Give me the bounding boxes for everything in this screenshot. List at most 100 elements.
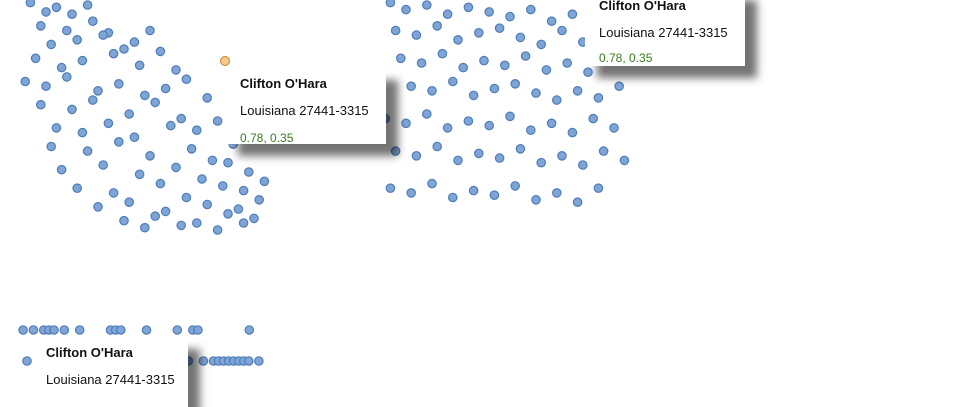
- data-point[interactable]: [463, 2, 474, 13]
- data-point[interactable]: [259, 176, 270, 187]
- data-point[interactable]: [181, 74, 192, 84]
- data-point[interactable]: [557, 25, 567, 36]
- data-point[interactable]: [499, 60, 510, 71]
- data-point[interactable]: [401, 4, 411, 15]
- data-point[interactable]: [74, 325, 85, 335]
- data-point[interactable]: [572, 86, 583, 96]
- data-point[interactable]: [395, 53, 406, 64]
- data-point[interactable]: [30, 53, 41, 64]
- data-point[interactable]: [473, 148, 484, 159]
- data-point[interactable]: [20, 76, 30, 87]
- data-point[interactable]: [155, 46, 166, 57]
- data-point[interactable]: [233, 204, 244, 214]
- data-point[interactable]: [197, 174, 207, 184]
- data-point[interactable]: [212, 116, 223, 126]
- data-point[interactable]: [567, 9, 578, 19]
- data-point[interactable]: [593, 93, 604, 103]
- data-point[interactable]: [447, 76, 458, 87]
- data-point[interactable]: [88, 95, 98, 105]
- data-point[interactable]: [108, 188, 119, 198]
- data-point[interactable]: [51, 123, 62, 133]
- data-point[interactable]: [541, 65, 552, 75]
- data-point[interactable]: [41, 81, 51, 91]
- data-point[interactable]: [212, 225, 223, 235]
- data-point[interactable]: [489, 190, 500, 200]
- data-point[interactable]: [22, 356, 32, 366]
- data-point[interactable]: [484, 7, 494, 17]
- data-point[interactable]: [244, 356, 254, 366]
- data-point[interactable]: [119, 215, 129, 226]
- data-point[interactable]: [82, 146, 93, 156]
- data-point[interactable]: [390, 25, 401, 36]
- data-point[interactable]: [62, 72, 72, 82]
- data-point[interactable]: [385, 0, 396, 8]
- data-point[interactable]: [155, 178, 166, 189]
- data-point[interactable]: [567, 127, 578, 138]
- data-point[interactable]: [609, 123, 619, 133]
- data-point[interactable]: [238, 185, 249, 196]
- highlighted-data-point[interactable]: [219, 55, 231, 67]
- data-point[interactable]: [160, 206, 171, 217]
- data-point[interactable]: [515, 144, 526, 154]
- data-point[interactable]: [160, 83, 171, 94]
- data-point[interactable]: [140, 90, 150, 101]
- data-point[interactable]: [406, 188, 416, 198]
- data-point[interactable]: [223, 157, 233, 168]
- data-point[interactable]: [35, 20, 46, 31]
- data-point[interactable]: [202, 199, 212, 210]
- data-point[interactable]: [93, 202, 103, 212]
- data-point[interactable]: [116, 325, 126, 335]
- data-point[interactable]: [171, 65, 181, 75]
- data-point[interactable]: [41, 7, 51, 17]
- data-point[interactable]: [67, 9, 77, 19]
- data-point[interactable]: [28, 325, 39, 335]
- data-point[interactable]: [141, 325, 152, 335]
- data-point[interactable]: [129, 132, 140, 142]
- data-point[interactable]: [505, 111, 515, 122]
- data-point[interactable]: [536, 157, 546, 168]
- data-point[interactable]: [114, 79, 124, 89]
- data-point[interactable]: [619, 155, 630, 166]
- data-point[interactable]: [453, 34, 463, 45]
- data-point[interactable]: [453, 155, 463, 166]
- data-point[interactable]: [171, 162, 181, 173]
- data-point[interactable]: [207, 155, 218, 166]
- data-point[interactable]: [166, 120, 176, 131]
- data-point[interactable]: [67, 104, 77, 115]
- data-point[interactable]: [218, 181, 228, 191]
- data-point[interactable]: [489, 83, 500, 94]
- data-point[interactable]: [432, 141, 442, 152]
- data-point[interactable]: [531, 88, 541, 98]
- data-point[interactable]: [411, 30, 422, 40]
- data-point[interactable]: [525, 125, 536, 135]
- data-point[interactable]: [150, 97, 160, 108]
- data-point[interactable]: [401, 118, 411, 129]
- data-point[interactable]: [254, 356, 264, 366]
- data-point[interactable]: [72, 34, 82, 45]
- data-point[interactable]: [49, 325, 59, 335]
- data-point[interactable]: [515, 32, 526, 43]
- data-point[interactable]: [562, 58, 572, 68]
- data-point[interactable]: [238, 218, 249, 228]
- data-point[interactable]: [198, 356, 209, 366]
- data-point[interactable]: [77, 127, 88, 138]
- data-point[interactable]: [124, 109, 134, 119]
- data-point[interactable]: [421, 0, 432, 10]
- data-point[interactable]: [124, 197, 134, 207]
- data-point[interactable]: [510, 79, 520, 89]
- data-point[interactable]: [192, 125, 202, 135]
- data-point[interactable]: [119, 44, 129, 54]
- data-point[interactable]: [546, 118, 557, 129]
- data-point[interactable]: [181, 192, 192, 203]
- data-point[interactable]: [494, 23, 505, 33]
- data-point[interactable]: [598, 146, 609, 156]
- data-point[interactable]: [572, 197, 583, 207]
- data-point[interactable]: [473, 27, 484, 38]
- data-point[interactable]: [505, 11, 515, 22]
- data-point[interactable]: [93, 86, 103, 96]
- data-point[interactable]: [546, 16, 557, 26]
- data-point[interactable]: [249, 213, 259, 224]
- data-point[interactable]: [406, 81, 416, 91]
- data-point[interactable]: [421, 109, 432, 119]
- data-point[interactable]: [140, 222, 150, 233]
